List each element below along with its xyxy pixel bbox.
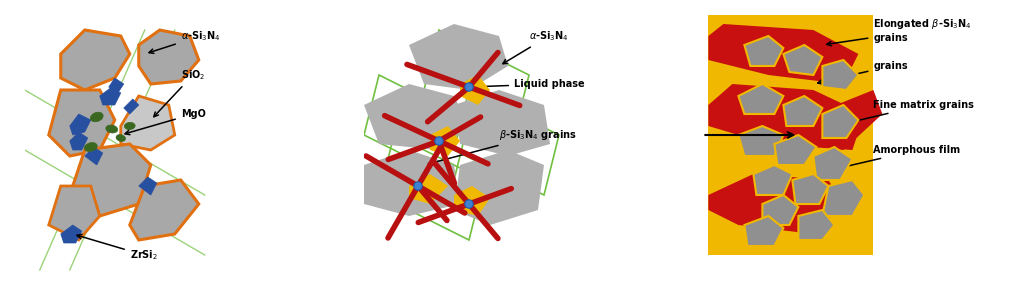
Text: MgO: MgO (125, 109, 206, 135)
Text: $\alpha$-Si$_3$N$_4$: $\alpha$-Si$_3$N$_4$ (149, 29, 221, 53)
Ellipse shape (116, 135, 125, 141)
Polygon shape (48, 90, 115, 156)
Polygon shape (70, 144, 151, 216)
Polygon shape (460, 75, 490, 105)
Polygon shape (813, 147, 852, 180)
Polygon shape (774, 135, 816, 165)
Ellipse shape (124, 122, 135, 130)
Polygon shape (364, 84, 469, 150)
Polygon shape (822, 60, 858, 90)
Polygon shape (783, 45, 822, 75)
Polygon shape (799, 210, 835, 240)
Ellipse shape (106, 125, 118, 133)
Polygon shape (109, 78, 123, 93)
Polygon shape (754, 165, 793, 195)
Polygon shape (708, 84, 865, 150)
Polygon shape (708, 24, 858, 84)
Polygon shape (738, 84, 783, 114)
Polygon shape (100, 87, 120, 105)
Polygon shape (139, 177, 156, 195)
Ellipse shape (465, 200, 473, 208)
Polygon shape (120, 96, 175, 150)
Polygon shape (409, 24, 508, 90)
Text: $\alpha$-Si$_3$N$_4$: $\alpha$-Si$_3$N$_4$ (503, 29, 568, 64)
Polygon shape (84, 147, 103, 165)
Polygon shape (130, 180, 198, 240)
Polygon shape (139, 30, 198, 84)
Ellipse shape (90, 112, 103, 122)
Text: ZrSi$_2$: ZrSi$_2$ (77, 234, 157, 262)
Polygon shape (822, 105, 858, 138)
Polygon shape (430, 126, 460, 156)
Polygon shape (744, 36, 783, 66)
Polygon shape (783, 96, 822, 126)
Polygon shape (799, 90, 882, 150)
Polygon shape (738, 126, 783, 156)
Polygon shape (454, 186, 490, 216)
Polygon shape (822, 180, 865, 216)
Polygon shape (708, 15, 874, 255)
Polygon shape (454, 150, 544, 225)
Text: Amorphous film: Amorphous film (817, 145, 960, 174)
Text: $\beta$-Si$_3$N$_4$ grains: $\beta$-Si$_3$N$_4$ grains (429, 128, 577, 165)
Polygon shape (61, 225, 82, 243)
Text: Fine matrix grains: Fine matrix grains (839, 100, 975, 126)
Polygon shape (793, 174, 829, 204)
Polygon shape (364, 150, 460, 216)
Ellipse shape (435, 137, 443, 145)
Ellipse shape (84, 142, 98, 152)
Ellipse shape (465, 83, 473, 91)
Polygon shape (708, 174, 843, 234)
Polygon shape (48, 186, 100, 240)
Polygon shape (763, 195, 799, 225)
Polygon shape (744, 216, 783, 246)
Text: Elongated $\beta$-Si$_3$N$_4$
grains: Elongated $\beta$-Si$_3$N$_4$ grains (827, 17, 971, 46)
Polygon shape (70, 132, 87, 150)
Text: SiO$_2$: SiO$_2$ (154, 68, 205, 117)
Polygon shape (70, 114, 90, 135)
Polygon shape (123, 99, 139, 114)
Text: Liquid phase: Liquid phase (474, 79, 585, 89)
Text: grains: grains (817, 61, 908, 84)
Polygon shape (409, 174, 448, 204)
Polygon shape (454, 90, 550, 156)
Polygon shape (61, 30, 130, 90)
Ellipse shape (414, 182, 423, 190)
